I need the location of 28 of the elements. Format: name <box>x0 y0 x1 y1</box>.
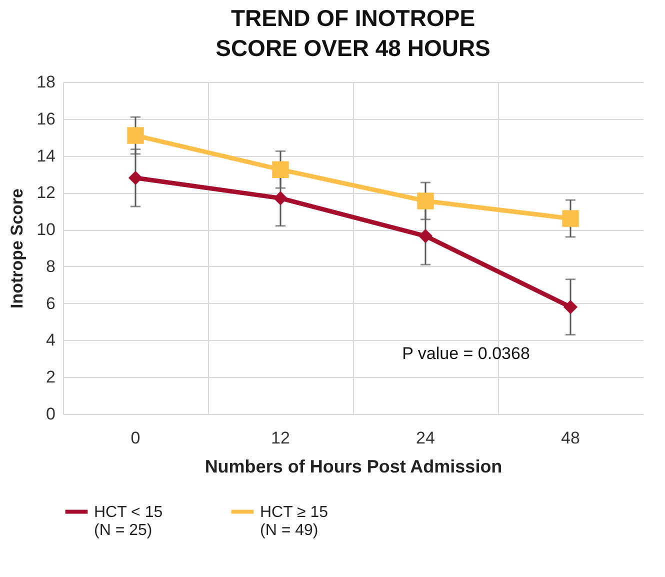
y-axis-title: Inotrope Score <box>8 188 27 308</box>
y-tick-label: 18 <box>36 72 56 92</box>
point <box>272 161 289 178</box>
x-tick-label: 48 <box>561 428 580 448</box>
annotation: P value = 0.0368 <box>402 344 530 364</box>
y-tick-label: 6 <box>46 294 56 313</box>
x-tick-label: 0 <box>130 428 140 448</box>
y-tick-label: 16 <box>36 109 56 128</box>
y-tick-label: 12 <box>36 183 56 202</box>
y-tick-label: 10 <box>36 220 56 240</box>
x-axis-title: Numbers of Hours Post Admission <box>204 456 502 476</box>
point <box>273 191 288 206</box>
legend-label: HCT ≥ 15 (N = 49) <box>260 504 328 539</box>
point <box>418 228 433 244</box>
legend-label: HCT < 15 (N = 25) <box>94 504 163 539</box>
x-tick-label: 24 <box>416 428 435 448</box>
y-tick-label: 14 <box>36 146 56 166</box>
point <box>563 300 578 314</box>
point <box>417 192 434 210</box>
point <box>562 210 579 227</box>
y-tick-label: 0 <box>46 404 56 424</box>
chart-title: TREND OF INOTROPE SCORE OVER 48 HOURS <box>216 5 490 61</box>
x-tick-label: 12 <box>271 428 290 448</box>
point <box>127 127 144 144</box>
y-tick-label: 8 <box>46 256 56 276</box>
point <box>128 170 143 185</box>
y-tick-label: 4 <box>46 330 56 350</box>
y-tick-label: 2 <box>46 368 56 387</box>
